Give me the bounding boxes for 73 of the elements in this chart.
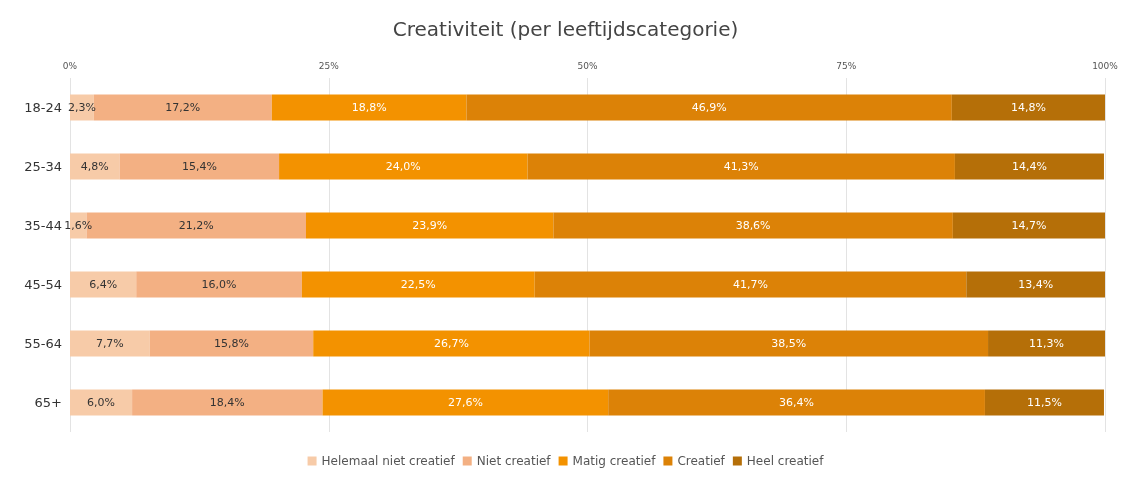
- data-label: 46,9%: [691, 101, 727, 114]
- bar: [527, 153, 955, 180]
- data-label: 21,2%: [178, 219, 214, 232]
- data-label: 2,3%: [67, 101, 96, 114]
- chart-title: Creativiteit (per leeftijdscategorie): [392, 17, 739, 41]
- data-label: 6,4%: [89, 278, 118, 291]
- bar: [301, 271, 535, 298]
- bar: [589, 330, 989, 357]
- bar: [951, 94, 1105, 121]
- bar: [70, 389, 133, 416]
- data-label: 6,0%: [87, 396, 116, 409]
- data-label: 13,4%: [1018, 278, 1054, 291]
- data-label: 14,8%: [1010, 101, 1046, 114]
- data-label: 15,4%: [181, 160, 217, 173]
- x-tick-label: 75%: [836, 60, 857, 71]
- bar: [954, 153, 1104, 180]
- legend-label: Matig creatief: [572, 454, 657, 468]
- bar: [279, 153, 528, 180]
- data-label: 1,6%: [64, 219, 93, 232]
- bar: [952, 212, 1105, 239]
- bar: [70, 271, 137, 298]
- data-label: 24,0%: [385, 160, 421, 173]
- data-label: 7,7%: [95, 337, 124, 350]
- data-label: 16,0%: [201, 278, 237, 291]
- bar: [132, 389, 323, 416]
- bar: [988, 330, 1105, 357]
- bar: [271, 94, 467, 121]
- data-label: 18,4%: [209, 396, 245, 409]
- y-tick-label: 65+: [34, 395, 62, 410]
- legend-label: Helemaal niet creatief: [321, 454, 456, 468]
- data-label: 17,2%: [165, 101, 201, 114]
- bar: [534, 271, 967, 298]
- data-label: 15,8%: [213, 337, 249, 350]
- bar: [608, 389, 985, 416]
- legend-label: Creatief: [677, 454, 726, 468]
- x-tick-label: 50%: [577, 60, 598, 71]
- bar: [70, 330, 150, 357]
- data-label: 14,7%: [1011, 219, 1047, 232]
- data-label: 11,5%: [1026, 396, 1062, 409]
- bar: [553, 212, 953, 239]
- bar: [70, 153, 120, 180]
- legend-label: Heel creatief: [746, 454, 825, 468]
- data-label: 41,7%: [733, 278, 768, 291]
- y-tick-label: 25-34: [24, 159, 62, 174]
- data-label: 23,9%: [412, 219, 448, 232]
- bar: [136, 271, 302, 298]
- data-label: 22,5%: [400, 278, 436, 291]
- legend-label: Niet creatief: [476, 454, 552, 468]
- x-tick-label: 0%: [62, 60, 78, 71]
- bar: [119, 153, 280, 180]
- data-label: 26,7%: [433, 337, 469, 350]
- y-tick-label: 35-44: [24, 218, 62, 233]
- bar: [966, 271, 1105, 298]
- bar: [313, 330, 590, 357]
- x-tick-label: 100%: [1092, 60, 1119, 71]
- bar: [984, 389, 1104, 416]
- y-tick-label: 55-64: [24, 336, 62, 351]
- data-label: 41,3%: [723, 160, 759, 173]
- bar: [305, 212, 554, 239]
- data-label: 11,3%: [1029, 337, 1064, 350]
- y-tick-label: 45-54: [24, 277, 62, 292]
- y-tick-label: 18-24: [24, 100, 62, 115]
- data-label: 27,6%: [447, 396, 483, 409]
- bar: [322, 389, 609, 416]
- data-label: 38,6%: [735, 219, 771, 232]
- bar: [466, 94, 952, 121]
- x-tick-label: 25%: [318, 60, 340, 71]
- data-label: 18,8%: [351, 101, 387, 114]
- bar: [149, 330, 314, 357]
- data-label: 36,4%: [779, 396, 815, 409]
- data-label: 38,5%: [771, 337, 807, 350]
- data-label: 4,8%: [80, 160, 109, 173]
- data-label: 14,4%: [1011, 160, 1047, 173]
